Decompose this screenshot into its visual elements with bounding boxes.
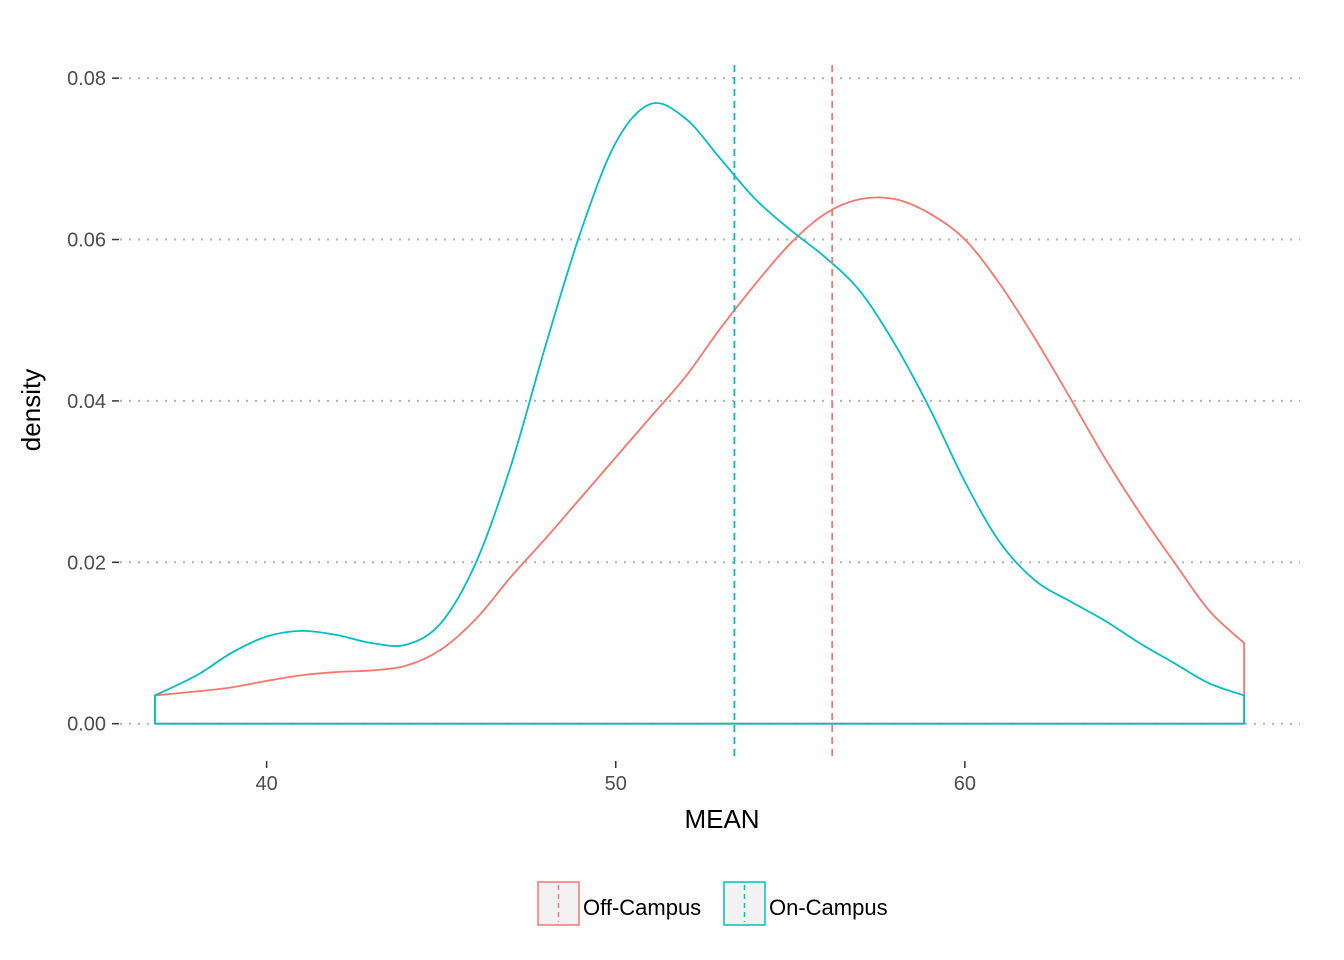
x-tick-label: 60 (954, 773, 976, 795)
density-curve-on-campus (154, 102, 1246, 725)
legend-label-on-campus: On-Campus (769, 895, 888, 920)
x-tick-label: 50 (605, 773, 627, 795)
legend-item-off-campus: Off-Campus (537, 881, 701, 926)
y-axis: 0.00 0.02 0.04 0.06 0.08 (67, 68, 119, 736)
density-series (154, 102, 1246, 725)
mean-lines (733, 65, 834, 756)
y-axis-title: density (16, 369, 46, 451)
x-axis: 40 50 60 (256, 761, 976, 795)
gridlines (120, 77, 1300, 725)
legend-item-on-campus: On-Campus (723, 881, 888, 926)
y-tick-label: 0.06 (67, 230, 106, 252)
y-tick-label: 0.08 (67, 68, 106, 90)
legend: Off-Campus On-Campus (537, 881, 888, 926)
x-tick-label: 40 (256, 773, 278, 795)
y-tick-label: 0.04 (67, 391, 106, 413)
density-curve-off-campus (154, 196, 1246, 725)
y-tick-label: 0.00 (67, 714, 106, 736)
y-tick-label: 0.02 (67, 552, 106, 574)
x-axis-title: MEAN (684, 804, 759, 834)
legend-label-off-campus: Off-Campus (583, 895, 701, 920)
